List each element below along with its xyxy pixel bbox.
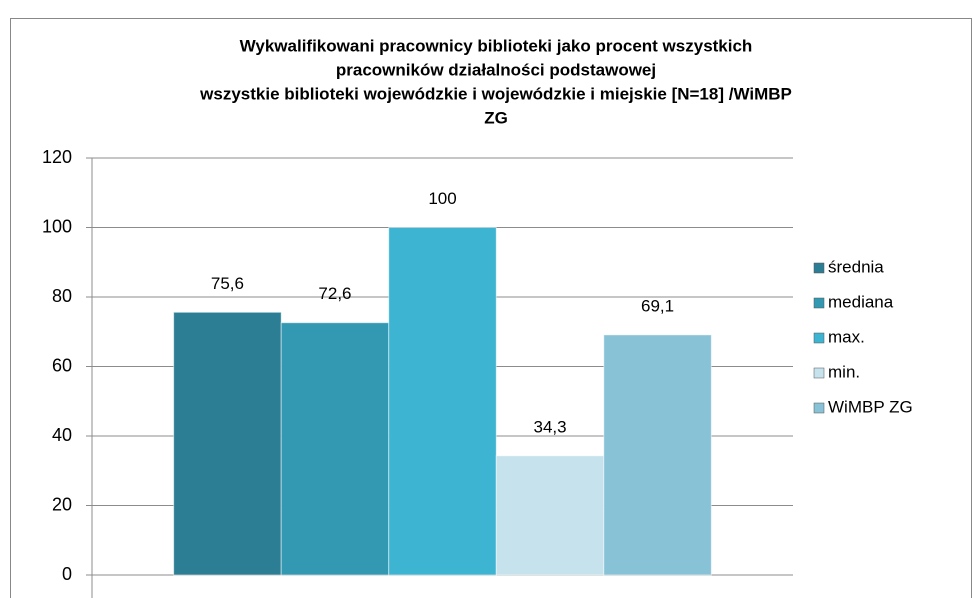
legend-swatch — [813, 297, 825, 309]
y-tick-label: 0 — [62, 564, 72, 584]
legend-swatch — [813, 262, 825, 274]
data-label: 100 — [428, 189, 456, 208]
bar — [388, 227, 497, 576]
y-tick-label: 100 — [42, 216, 72, 236]
y-tick-label: 20 — [52, 494, 72, 514]
legend-swatch — [813, 402, 825, 414]
data-label: 72,6 — [318, 284, 351, 303]
data-label: 69,1 — [641, 296, 674, 315]
y-tick-label: 60 — [52, 355, 72, 375]
legend-swatch — [813, 367, 825, 379]
bar — [173, 311, 282, 576]
chart-title: Wykwalifikowani pracownicy biblioteki ja… — [240, 36, 753, 55]
data-label: 34,3 — [533, 417, 566, 436]
legend-label: WiMBP ZG — [828, 397, 913, 416]
bar — [495, 455, 605, 576]
bar — [280, 322, 390, 576]
data-label: 75,6 — [211, 274, 244, 293]
chart-title: ZG — [484, 108, 508, 127]
legend-swatch — [813, 332, 825, 344]
bar — [603, 334, 712, 576]
y-tick-label: 40 — [52, 425, 72, 445]
legend-label: mediana — [828, 292, 894, 311]
chart-title: wszystkie biblioteki wojewódzkie i wojew… — [199, 84, 792, 103]
y-tick-label: 80 — [52, 286, 72, 306]
legend-label: min. — [828, 362, 860, 381]
y-tick-label: 120 — [42, 147, 72, 167]
legend-label: średnia — [828, 257, 884, 276]
chart-title: pracowników działalności podstawowej — [336, 60, 656, 79]
legend-label: max. — [828, 327, 865, 346]
